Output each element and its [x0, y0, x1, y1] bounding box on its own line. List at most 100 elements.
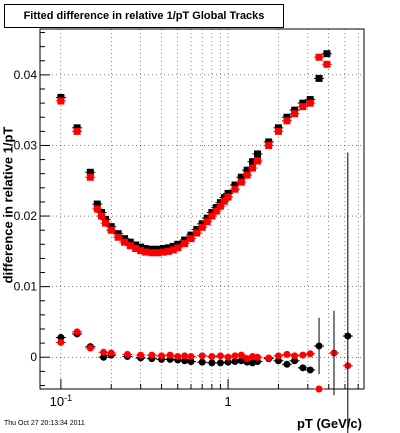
data-point [159, 248, 167, 256]
data-point [291, 110, 299, 118]
data-point [120, 238, 128, 246]
data-point [224, 189, 232, 197]
data-point [102, 216, 110, 224]
data-point [243, 171, 251, 179]
data-point [291, 357, 299, 365]
data-point [291, 106, 299, 114]
data-point [123, 350, 131, 358]
data-point [203, 214, 211, 222]
data-point [274, 124, 282, 132]
data-point [198, 358, 206, 366]
data-point [154, 245, 162, 253]
data-point [216, 352, 224, 360]
data-point [265, 141, 273, 149]
data-point [231, 352, 239, 360]
data-point [73, 124, 81, 132]
data-point [283, 360, 291, 368]
data-point [181, 352, 189, 360]
x-axis-label: pT (GeV/c) [296, 416, 362, 431]
data-point [137, 247, 145, 255]
data-point [120, 235, 128, 243]
data-point [57, 97, 65, 105]
data-point [306, 99, 314, 107]
data-point [208, 212, 216, 220]
data-point [174, 353, 182, 361]
y-tick-label: 0 [30, 350, 37, 364]
data-point [198, 220, 206, 228]
data-point [193, 229, 201, 237]
data-point [237, 178, 245, 186]
data-point [237, 173, 245, 181]
data-point [159, 245, 167, 253]
data-point [107, 223, 115, 231]
timestamp: Thu Oct 27 20:13:34 2011 [4, 420, 85, 427]
data-point [224, 353, 232, 361]
data-point [57, 93, 65, 101]
data-point [181, 236, 189, 244]
data-point [315, 385, 323, 393]
data-point [216, 199, 224, 207]
y-tick-label: 0.03 [14, 138, 38, 152]
data-point [323, 60, 331, 68]
data-point [158, 352, 166, 360]
data-point [299, 364, 307, 372]
data-point [254, 157, 262, 165]
data-point [323, 50, 331, 58]
data-point [283, 113, 291, 121]
data-point [299, 103, 307, 111]
data-point [243, 166, 251, 174]
data-point [198, 223, 206, 231]
data-point [132, 241, 140, 249]
data-point [187, 231, 195, 239]
data-point [169, 242, 177, 250]
data-point [107, 226, 115, 234]
data-point [98, 209, 106, 217]
x-tick-label: 10-1 [50, 393, 72, 409]
data-point [132, 245, 140, 253]
data-point [237, 351, 245, 359]
data-point [107, 349, 115, 357]
data-point [141, 248, 149, 256]
data-point [114, 230, 122, 238]
data-point [86, 344, 94, 352]
data-point [265, 138, 273, 146]
data-point [187, 353, 195, 361]
data-point [102, 219, 110, 227]
data-point [212, 204, 220, 212]
data-point [291, 352, 299, 360]
data-point [306, 366, 314, 374]
data-point [283, 350, 291, 358]
data-point [154, 249, 162, 257]
y-axis-label: difference in relative 1/pT [0, 126, 16, 284]
y-tick-label: 0.04 [14, 68, 38, 82]
data-point [57, 333, 65, 341]
data-point [137, 243, 145, 251]
data-point [114, 233, 122, 241]
data-point [224, 358, 232, 366]
data-point [212, 207, 220, 215]
data-point [73, 127, 81, 135]
data-point [216, 202, 224, 210]
data-point [208, 359, 216, 367]
data-point [166, 351, 174, 359]
x-tick-label: 1 [224, 394, 231, 409]
y-tick-label: 0.01 [14, 280, 38, 294]
data-point [73, 328, 81, 336]
data-point [231, 357, 239, 365]
data-point [164, 247, 172, 255]
data-point [98, 212, 106, 220]
data-point [315, 53, 323, 61]
data-point [181, 357, 189, 365]
data-point [198, 352, 206, 360]
data-point [100, 353, 108, 361]
data-point [220, 197, 228, 205]
data-point [141, 245, 149, 253]
data-point [231, 185, 239, 193]
data-point [126, 238, 134, 246]
y-tick-label: 0.02 [14, 209, 38, 223]
data-point [274, 352, 282, 360]
data-point [208, 209, 216, 217]
data-point [299, 351, 307, 359]
data-point [274, 127, 282, 135]
